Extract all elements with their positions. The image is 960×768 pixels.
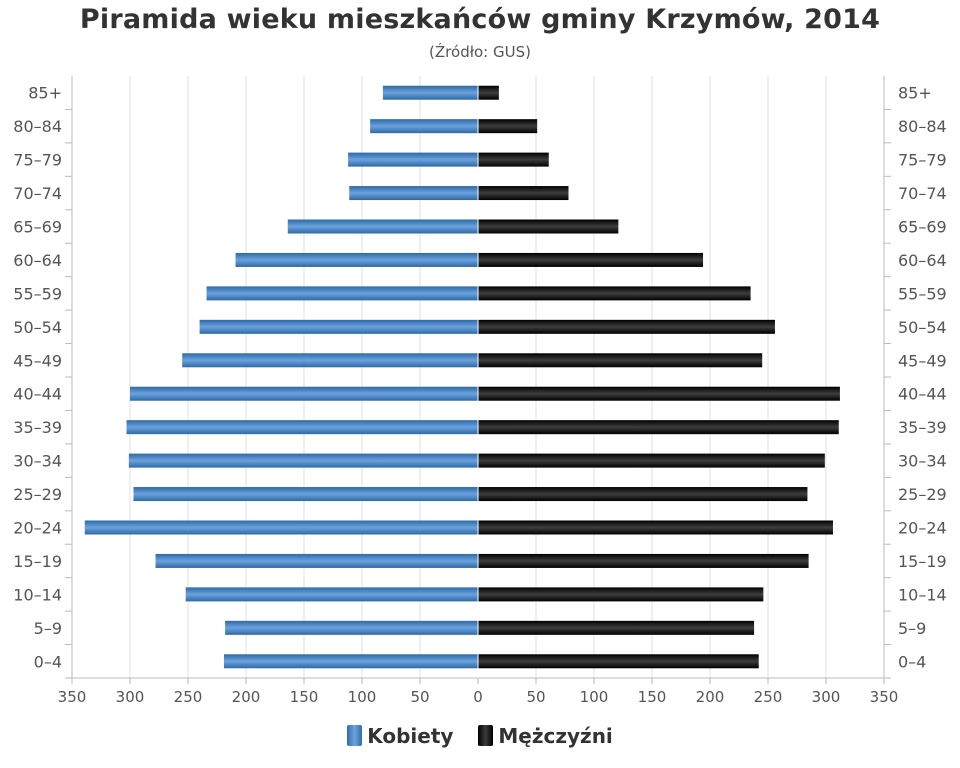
chart-title: Piramida wieku mieszkańców gminy Krzymów… bbox=[79, 4, 881, 35]
y-tick-label-right: 10–14 bbox=[898, 585, 947, 604]
y-tick-label-left: 45–49 bbox=[13, 351, 62, 370]
bar-mezczyzni bbox=[478, 353, 763, 368]
y-tick-label-right: 75–79 bbox=[898, 151, 947, 170]
bar-kobiety bbox=[223, 654, 478, 669]
bar-kobiety bbox=[182, 353, 478, 368]
y-tick-label-right: 70–74 bbox=[898, 184, 947, 203]
y-tick-label-right: 20–24 bbox=[898, 519, 947, 538]
y-tick-label-left: 80–84 bbox=[13, 117, 62, 136]
y-tick-label-right: 35–39 bbox=[898, 418, 947, 437]
bar-mezczyzni bbox=[478, 219, 619, 234]
x-tick-label: 0 bbox=[473, 688, 483, 706]
bar-mezczyzni bbox=[478, 252, 704, 267]
x-tick-label: 300 bbox=[812, 688, 841, 706]
bar-kobiety bbox=[128, 453, 478, 468]
y-tick-label-left: 35–39 bbox=[13, 418, 62, 437]
y-tick-label-right: 85+ bbox=[898, 84, 932, 103]
bar-kobiety bbox=[370, 119, 478, 134]
y-tick-label-right: 65–69 bbox=[898, 218, 947, 237]
bar-kobiety bbox=[349, 186, 478, 201]
x-tick-label: 100 bbox=[348, 688, 377, 706]
y-tick-label-left: 10–14 bbox=[13, 585, 62, 604]
y-tick-label-left: 40–44 bbox=[13, 385, 62, 404]
legend-swatch-kobiety bbox=[347, 724, 363, 746]
x-tick-label: 300 bbox=[116, 688, 145, 706]
bar-mezczyzni bbox=[478, 453, 825, 468]
x-tick-label: 50 bbox=[410, 688, 429, 706]
bar-mezczyzni bbox=[478, 487, 808, 502]
y-tick-label-right: 0–4 bbox=[898, 652, 926, 671]
legend: Kobiety Mężczyźni bbox=[0, 722, 960, 748]
bar-kobiety bbox=[133, 487, 479, 502]
legend-label-kobiety: Kobiety bbox=[367, 723, 454, 748]
axis-labels: 350 300 250 200 150 100 50 0 50 100 150 200 250 300 35… bbox=[13, 84, 946, 706]
bar-kobiety bbox=[235, 252, 478, 267]
bars bbox=[84, 76, 840, 678]
bar-mezczyzni bbox=[478, 553, 809, 568]
bar-kobiety bbox=[130, 386, 478, 401]
bar-mezczyzni bbox=[478, 520, 833, 535]
bar-kobiety bbox=[185, 587, 478, 602]
y-tick-label-left: 20–24 bbox=[13, 519, 62, 538]
y-tick-label-left: 0–4 bbox=[34, 652, 62, 671]
bar-kobiety bbox=[287, 219, 478, 234]
y-tick-label-right: 25–29 bbox=[898, 485, 947, 504]
y-tick-label-right: 60–64 bbox=[898, 251, 947, 270]
bar-kobiety bbox=[382, 85, 478, 100]
bar-kobiety bbox=[126, 420, 479, 435]
bar-kobiety bbox=[225, 620, 478, 635]
bar-mezczyzni bbox=[478, 319, 775, 334]
y-tick-label-left: 60–64 bbox=[13, 251, 62, 270]
bar-kobiety bbox=[348, 152, 478, 167]
bar-mezczyzni bbox=[478, 152, 549, 167]
legend-label-mezczyzni: Mężczyźni bbox=[498, 723, 613, 748]
y-tick-label-right: 45–49 bbox=[898, 351, 947, 370]
x-tick-label: 150 bbox=[290, 688, 319, 706]
bar-mezczyzni bbox=[478, 85, 499, 100]
y-tick-label-right: 5–9 bbox=[898, 619, 926, 638]
bar-mezczyzni bbox=[478, 420, 839, 435]
x-tick-label: 150 bbox=[638, 688, 667, 706]
y-tick-label-left: 55–59 bbox=[13, 284, 62, 303]
y-tick-label-left: 50–54 bbox=[13, 318, 62, 337]
legend-item-mezczyzni[interactable]: Mężczyźni bbox=[478, 723, 613, 748]
x-tick-label: 350 bbox=[870, 688, 899, 706]
bar-kobiety bbox=[206, 286, 478, 301]
y-tick-label-right: 55–59 bbox=[898, 284, 947, 303]
y-tick-label-right: 30–34 bbox=[898, 452, 947, 471]
bar-kobiety bbox=[199, 319, 478, 334]
x-tick-label: 100 bbox=[580, 688, 609, 706]
legend-swatch-mezczyzni bbox=[478, 724, 494, 746]
chart-subtitle: (Źródło: GUS) bbox=[429, 43, 531, 61]
x-tick-label: 200 bbox=[232, 688, 261, 706]
x-tick-label: 250 bbox=[754, 688, 783, 706]
bar-kobiety bbox=[155, 553, 478, 568]
y-tick-label-left: 70–74 bbox=[13, 184, 62, 203]
y-tick-label-left: 5–9 bbox=[34, 619, 62, 638]
y-tick-label-left: 25–29 bbox=[13, 485, 62, 504]
x-tick-label: 350 bbox=[58, 688, 87, 706]
bar-mezczyzni bbox=[478, 186, 569, 201]
y-tick-label-right: 80–84 bbox=[898, 117, 947, 136]
bar-mezczyzni bbox=[478, 654, 759, 669]
bar-mezczyzni bbox=[478, 587, 764, 602]
bar-mezczyzni bbox=[478, 620, 755, 635]
y-tick-label-left: 30–34 bbox=[13, 452, 62, 471]
x-tick-label: 250 bbox=[174, 688, 203, 706]
x-tick-label: 200 bbox=[696, 688, 725, 706]
y-tick-label-left: 75–79 bbox=[13, 151, 62, 170]
bar-kobiety bbox=[84, 520, 478, 535]
legend-item-kobiety[interactable]: Kobiety bbox=[347, 724, 453, 748]
y-tick-label-left: 15–19 bbox=[13, 552, 62, 571]
y-tick-label-right: 50–54 bbox=[898, 318, 947, 337]
y-tick-label-left: 85+ bbox=[28, 84, 62, 103]
bar-mezczyzni bbox=[478, 286, 751, 301]
y-tick-label-left: 65–69 bbox=[13, 218, 62, 237]
bar-mezczyzni bbox=[478, 386, 840, 401]
y-tick-label-right: 40–44 bbox=[898, 385, 947, 404]
bar-mezczyzni bbox=[478, 119, 538, 134]
x-tick-label: 50 bbox=[526, 688, 545, 706]
y-tick-label-right: 15–19 bbox=[898, 552, 947, 571]
